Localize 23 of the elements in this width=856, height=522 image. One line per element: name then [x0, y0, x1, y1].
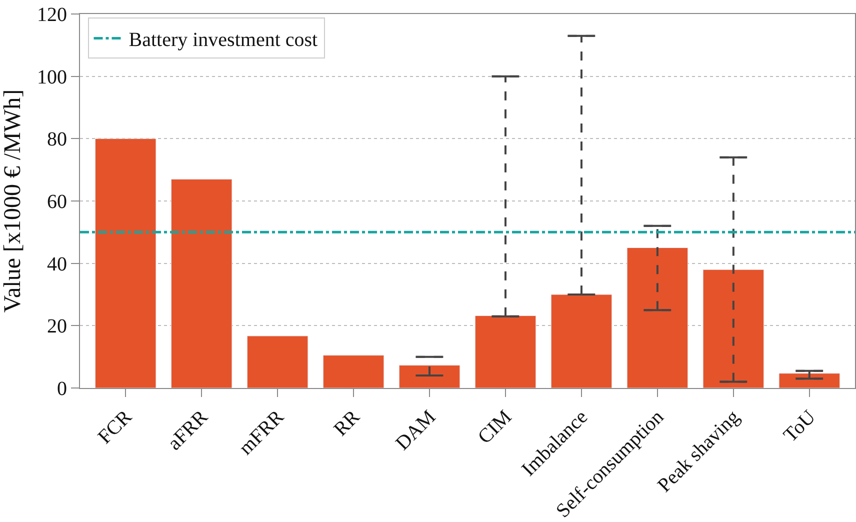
- bar: [702, 269, 764, 388]
- bar: [170, 178, 232, 388]
- y-axis-title: Value [x1000 € /MWh]: [0, 89, 26, 313]
- y-tick-label: 100: [37, 66, 67, 88]
- y-tick-label: 120: [37, 4, 67, 26]
- y-tick-label: 60: [47, 191, 67, 213]
- x-tick-label: FCR: [94, 406, 137, 448]
- bar: [322, 355, 384, 388]
- x-tick-label: CIM: [474, 406, 516, 448]
- y-tick-label: 80: [47, 128, 67, 151]
- bar: [94, 138, 156, 388]
- x-tick-label: ToU: [780, 406, 820, 447]
- bar: [626, 248, 688, 388]
- bar: [398, 365, 460, 388]
- bar: [550, 294, 612, 388]
- x-tick-label: RR: [330, 406, 365, 440]
- bar: [246, 336, 308, 388]
- legend-label: Battery investment cost: [128, 29, 318, 52]
- y-tick-label: 40: [47, 253, 67, 276]
- y-tick-label: 20: [47, 316, 67, 338]
- bar: [474, 315, 536, 388]
- bar: [778, 373, 840, 388]
- y-tick-label: 0: [57, 378, 67, 400]
